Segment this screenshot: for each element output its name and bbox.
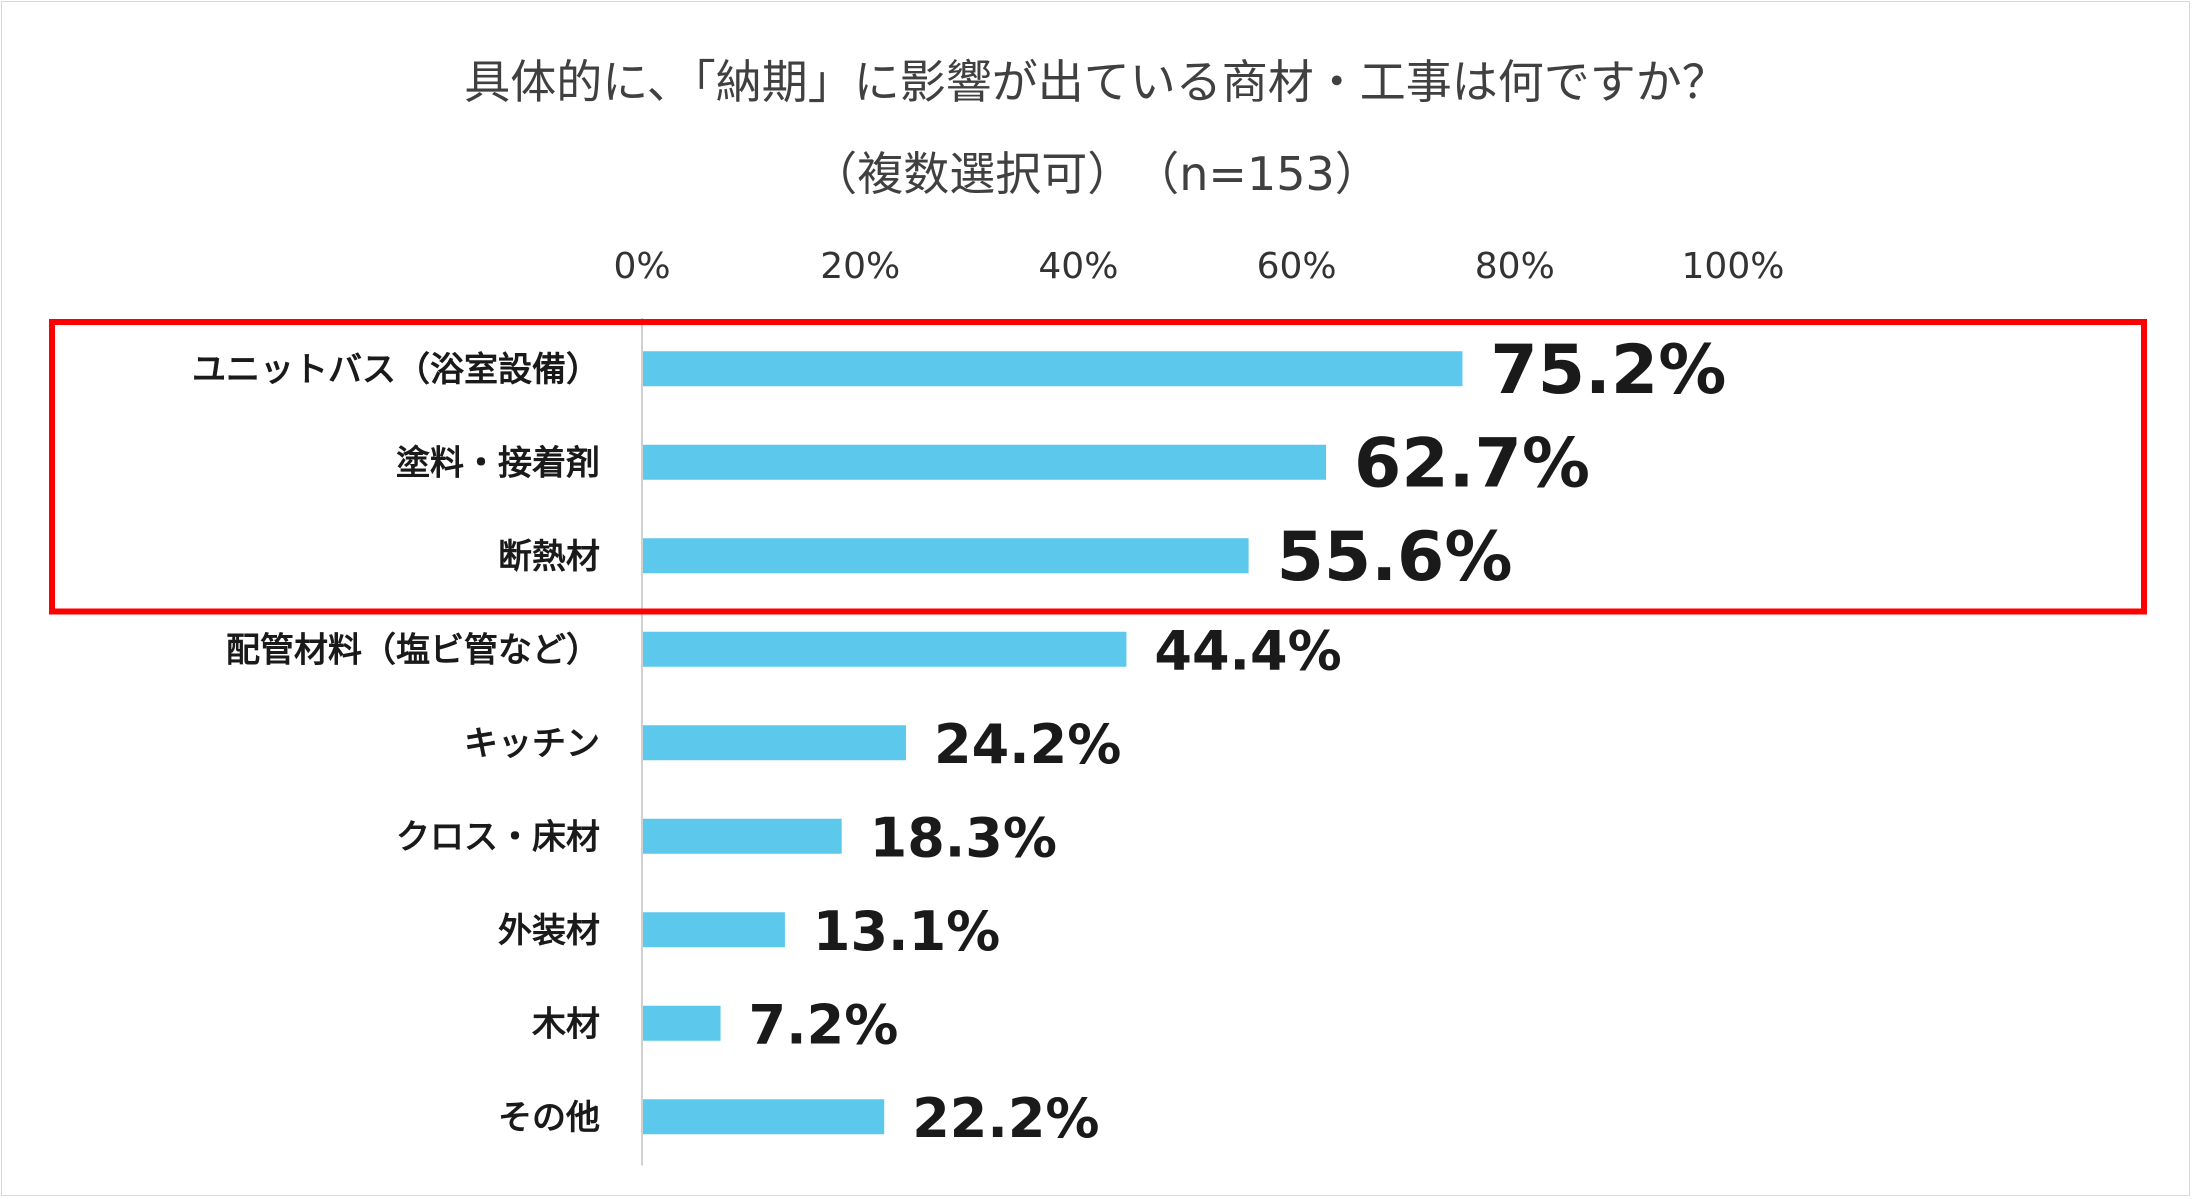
bar bbox=[643, 538, 1249, 574]
chart-subtitle: （複数選択可） （n=153） bbox=[811, 147, 1381, 201]
bar bbox=[643, 444, 1327, 480]
x-tick-label: 40% bbox=[1038, 246, 1118, 287]
bar bbox=[643, 1005, 721, 1041]
value-label: 7.2% bbox=[749, 993, 899, 1056]
bar bbox=[643, 631, 1127, 667]
value-label: 62.7% bbox=[1354, 424, 1590, 503]
x-tick-label: 100% bbox=[1682, 246, 1785, 287]
bar bbox=[643, 1099, 885, 1135]
category-label: 断熱材 bbox=[498, 537, 600, 577]
x-axis-ticks: 0% 20% 40% 60% 80% 100% bbox=[613, 246, 1784, 287]
value-label: 24.2% bbox=[934, 713, 1121, 776]
bar bbox=[643, 725, 907, 761]
category-label: 外装材 bbox=[498, 911, 600, 951]
category-label: クロス・床材 bbox=[396, 817, 600, 857]
x-tick-label: 0% bbox=[613, 246, 670, 287]
category-label: 木材 bbox=[531, 1004, 600, 1044]
x-tick-label: 80% bbox=[1475, 246, 1555, 287]
highlight-box bbox=[49, 319, 2147, 615]
bar bbox=[643, 818, 842, 854]
bars: ユニットバス（浴室設備） 75.2% 塗料・接着剤 62.7% 断熱材 55.6% 配管材料… bbox=[192, 331, 1726, 1150]
value-label: 13.1% bbox=[813, 900, 1000, 963]
value-label: 55.6% bbox=[1277, 518, 1513, 597]
value-label: 22.2% bbox=[912, 1087, 1099, 1150]
category-label: 配管材料（塩ビ管など） bbox=[226, 630, 600, 670]
category-label: 塗料・接着剤 bbox=[396, 443, 600, 483]
category-label: その他 bbox=[498, 1098, 600, 1138]
value-label: 44.4% bbox=[1154, 619, 1341, 682]
x-tick-label: 60% bbox=[1257, 246, 1337, 287]
value-label: 75.2% bbox=[1490, 331, 1726, 410]
value-label: 18.3% bbox=[870, 806, 1057, 869]
bar bbox=[643, 912, 785, 948]
chart-title: 具体的に、「納期」に影響が出ている商材・工事は何ですか？ bbox=[464, 55, 1728, 109]
category-label: ユニットバス（浴室設備） bbox=[192, 350, 600, 390]
category-label: キッチン bbox=[464, 724, 600, 764]
bar bbox=[643, 351, 1463, 387]
x-tick-label: 20% bbox=[820, 246, 900, 287]
